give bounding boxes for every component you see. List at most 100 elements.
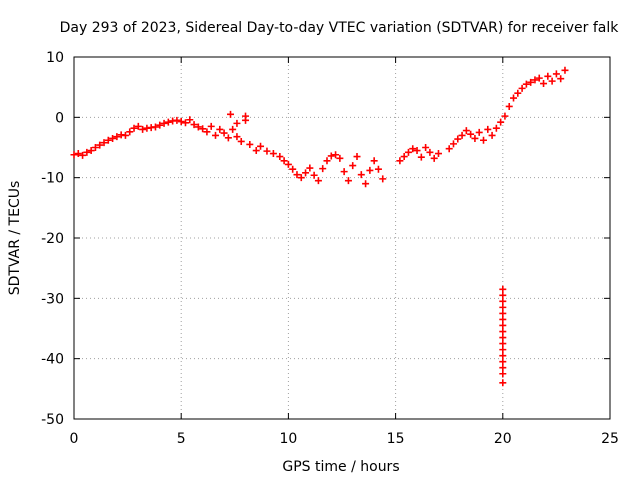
- data-point: [552, 70, 560, 78]
- data-point: [434, 150, 442, 158]
- y-tick-label: -20: [41, 231, 64, 247]
- data-point: [400, 153, 408, 161]
- data-point: [499, 291, 507, 299]
- data-point: [293, 171, 301, 179]
- data-point: [561, 66, 569, 74]
- data-point: [426, 148, 434, 156]
- data-point: [362, 180, 370, 188]
- x-tick-label: 10: [279, 431, 297, 447]
- data-point: [413, 147, 421, 155]
- chart-title: Day 293 of 2023, Sidereal Day-to-day VTE…: [60, 20, 620, 36]
- data-point: [121, 131, 129, 139]
- data-point: [269, 150, 277, 158]
- data-point: [297, 174, 305, 182]
- data-point: [139, 125, 147, 133]
- axis-ticks: 0 5 10 15 20 25 -50 -40 -30 -20 -10 0 10: [41, 50, 619, 447]
- data-point: [156, 121, 164, 129]
- data-point: [475, 128, 483, 136]
- data-point: [458, 131, 466, 139]
- y-tick-label: -40: [41, 352, 64, 368]
- data-point: [531, 76, 539, 84]
- data-point: [467, 130, 475, 138]
- data-point: [327, 152, 335, 160]
- data-point: [199, 125, 207, 133]
- data-point: [499, 303, 507, 311]
- data-point: [257, 142, 265, 150]
- data-point: [499, 346, 507, 354]
- data-point: [323, 157, 331, 165]
- data-point: [518, 84, 526, 92]
- data-point: [227, 110, 235, 118]
- data-point: [409, 145, 417, 153]
- data-point: [242, 112, 250, 120]
- data-points: [70, 66, 569, 387]
- data-point: [514, 89, 522, 97]
- data-point: [522, 80, 530, 88]
- data-point: [417, 153, 425, 161]
- data-point: [104, 136, 112, 144]
- y-tick-label: 10: [46, 50, 64, 66]
- data-point: [207, 122, 215, 130]
- data-point: [246, 140, 254, 148]
- data-point: [284, 160, 292, 168]
- data-point: [332, 151, 340, 159]
- data-point: [74, 150, 82, 158]
- data-point: [224, 134, 232, 142]
- data-point: [471, 134, 479, 142]
- data-point: [289, 165, 297, 173]
- data-point: [499, 328, 507, 336]
- data-point: [454, 135, 462, 143]
- data-point: [349, 162, 357, 170]
- data-point: [186, 116, 194, 124]
- data-point: [194, 123, 202, 131]
- data-point: [96, 141, 104, 149]
- data-point: [505, 102, 513, 110]
- data-point: [233, 119, 241, 127]
- data-point: [220, 129, 228, 137]
- data-point: [379, 175, 387, 183]
- data-point: [177, 118, 185, 126]
- data-point: [229, 125, 237, 133]
- x-tick-label: 15: [387, 431, 405, 447]
- y-tick-label: 0: [55, 110, 64, 126]
- x-tick-label: 20: [494, 431, 512, 447]
- data-point: [366, 166, 374, 174]
- data-point: [319, 165, 327, 173]
- data-point: [302, 169, 310, 177]
- data-point: [499, 321, 507, 329]
- data-point: [87, 147, 95, 155]
- grid-lines: [74, 57, 610, 419]
- data-point: [212, 131, 220, 139]
- data-point: [181, 119, 189, 127]
- x-tick-label: 25: [601, 431, 619, 447]
- data-point: [499, 285, 507, 293]
- data-point: [151, 123, 159, 131]
- data-point: [488, 131, 496, 139]
- data-point: [396, 157, 404, 165]
- data-point: [499, 315, 507, 323]
- data-point: [499, 379, 507, 387]
- data-point: [445, 145, 453, 153]
- data-point: [480, 136, 488, 144]
- data-point: [83, 148, 91, 156]
- data-point: [91, 144, 99, 151]
- data-point: [374, 165, 382, 173]
- data-point: [370, 157, 378, 165]
- data-point: [233, 133, 241, 141]
- data-point: [499, 364, 507, 372]
- y-axis-label: SDTVAR / TECUs: [7, 181, 23, 296]
- data-point: [422, 144, 430, 151]
- data-point: [134, 122, 142, 130]
- data-point: [70, 151, 78, 159]
- data-point: [499, 352, 507, 360]
- data-point: [126, 128, 134, 136]
- data-point: [404, 148, 412, 156]
- data-point: [280, 157, 288, 165]
- data-point: [173, 116, 181, 124]
- data-point: [353, 153, 361, 161]
- data-point: [216, 125, 224, 133]
- data-point: [540, 80, 548, 88]
- data-point: [79, 151, 87, 159]
- data-point: [510, 94, 518, 102]
